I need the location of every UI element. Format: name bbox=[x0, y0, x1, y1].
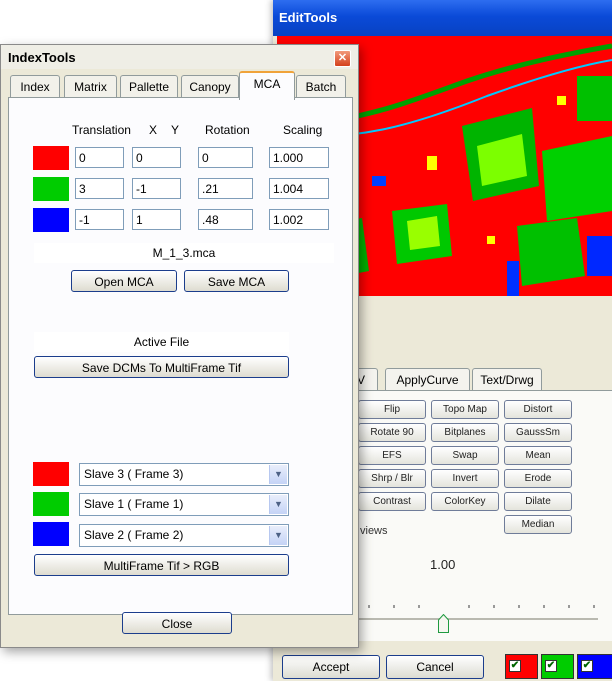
tab-matrix[interactable]: Matrix bbox=[64, 75, 117, 98]
tab-canopy[interactable]: Canopy bbox=[181, 75, 239, 98]
erode-button[interactable]: Erode bbox=[504, 469, 572, 488]
select-value: Slave 3 ( Frame 3) bbox=[84, 467, 184, 481]
checkmark-icon: ✔ bbox=[581, 660, 593, 672]
rotate-90-button[interactable]: Rotate 90 bbox=[358, 423, 426, 442]
blue-swatch bbox=[33, 208, 69, 232]
green-swatch bbox=[33, 492, 69, 516]
bitplanes-button[interactable]: Bitplanes bbox=[431, 423, 499, 442]
green-swatch bbox=[33, 177, 69, 201]
index-tools-window: IndexTools ✕ Index Matrix Pallette Canop… bbox=[0, 44, 359, 648]
median-button[interactable]: Median bbox=[504, 515, 572, 534]
topo-map-button[interactable]: Topo Map bbox=[431, 400, 499, 419]
tab-index[interactable]: Index bbox=[10, 75, 60, 98]
x-header: X bbox=[149, 123, 158, 137]
slider-tick bbox=[393, 605, 395, 608]
select-value: Slave 2 ( Frame 2) bbox=[84, 528, 184, 542]
slider-tick bbox=[543, 605, 545, 608]
open-mca-button[interactable]: Open MCA bbox=[71, 270, 177, 292]
scaling-header: Scaling bbox=[283, 123, 323, 137]
slider-tick bbox=[493, 605, 495, 608]
slider-tick bbox=[368, 605, 370, 608]
window-title: EditTools bbox=[279, 10, 338, 25]
chevron-down-icon[interactable]: ▼ bbox=[269, 526, 287, 545]
checkmark-icon: ✔ bbox=[545, 660, 557, 672]
rotation-input[interactable]: .48 bbox=[198, 209, 253, 230]
tab-mca[interactable]: MCA bbox=[239, 71, 295, 100]
multiframe-tif-rgb-button[interactable]: MultiFrame Tif > RGB bbox=[34, 554, 289, 576]
accept-button[interactable]: Accept bbox=[282, 655, 380, 679]
checkmark-icon: ✔ bbox=[509, 660, 521, 672]
value-readout: 1.00 bbox=[430, 557, 456, 572]
tab-batch[interactable]: Batch bbox=[296, 75, 346, 98]
index-tools-titlebar[interactable]: IndexTools ✕ bbox=[1, 45, 358, 69]
rotation-input[interactable]: 0 bbox=[198, 147, 253, 168]
scaling-input[interactable]: 1.002 bbox=[269, 209, 329, 230]
scaling-input[interactable]: 1.004 bbox=[269, 178, 329, 199]
slider-tick bbox=[593, 605, 595, 608]
dilate-button[interactable]: Dilate bbox=[504, 492, 572, 511]
blue-channel-toggle[interactable]: ✔ bbox=[577, 654, 612, 679]
red-swatch bbox=[33, 462, 69, 486]
red-swatch bbox=[33, 146, 69, 170]
slave-blue-select[interactable]: Slave 2 ( Frame 2) ▼ bbox=[79, 524, 289, 547]
gausssm-button[interactable]: GaussSm bbox=[504, 423, 572, 442]
green-channel-toggle[interactable]: ✔ bbox=[541, 654, 574, 679]
chevron-down-icon[interactable]: ▼ bbox=[269, 465, 287, 484]
shrp-blr-button[interactable]: Shrp / Blr bbox=[358, 469, 426, 488]
edit-tools-titlebar[interactable]: EditTools bbox=[273, 0, 612, 36]
scaling-input[interactable]: 1.000 bbox=[269, 147, 329, 168]
slave-red-select[interactable]: Slave 3 ( Frame 3) ▼ bbox=[79, 463, 289, 486]
flip-button[interactable]: Flip bbox=[358, 400, 426, 419]
rotation-input[interactable]: .21 bbox=[198, 178, 253, 199]
cancel-button[interactable]: Cancel bbox=[386, 655, 484, 679]
red-channel-toggle[interactable]: ✔ bbox=[505, 654, 538, 679]
tab-apply-curve[interactable]: ApplyCurve bbox=[385, 368, 470, 391]
blue-swatch bbox=[33, 522, 69, 546]
y-header: Y bbox=[171, 123, 180, 137]
tab-text-drwg[interactable]: Text/Drwg bbox=[472, 368, 542, 391]
colorkey-button[interactable]: ColorKey bbox=[431, 492, 499, 511]
slider-tick bbox=[568, 605, 570, 608]
slider-track[interactable] bbox=[358, 618, 598, 620]
contrast-button[interactable]: Contrast bbox=[358, 492, 426, 511]
mca-filename: M_1_3.mca bbox=[34, 243, 334, 263]
save-dcms-button[interactable]: Save DCMs To MultiFrame Tif bbox=[34, 356, 289, 378]
translation-x-input[interactable]: 3 bbox=[75, 178, 124, 199]
slider-tick bbox=[418, 605, 420, 608]
slider-tick bbox=[518, 605, 520, 608]
swap-button[interactable]: Swap bbox=[431, 446, 499, 465]
translation-x-input[interactable]: -1 bbox=[75, 209, 124, 230]
select-value: Slave 1 ( Frame 1) bbox=[84, 497, 184, 511]
invert-button[interactable]: Invert bbox=[431, 469, 499, 488]
translation-y-input[interactable]: -1 bbox=[132, 178, 181, 199]
chevron-down-icon[interactable]: ▼ bbox=[269, 495, 287, 514]
translation-x-input[interactable]: 0 bbox=[75, 147, 124, 168]
tab-pallette[interactable]: Pallette bbox=[120, 75, 178, 98]
slider-thumb[interactable] bbox=[438, 614, 449, 633]
close-button[interactable]: Close bbox=[122, 612, 232, 634]
active-file-label: Active File bbox=[34, 332, 289, 352]
efs-button[interactable]: EFS bbox=[358, 446, 426, 465]
save-mca-button[interactable]: Save MCA bbox=[184, 270, 289, 292]
slave-green-select[interactable]: Slave 1 ( Frame 1) ▼ bbox=[79, 493, 289, 516]
mean-button[interactable]: Mean bbox=[504, 446, 572, 465]
window-title: IndexTools bbox=[8, 50, 76, 65]
rotation-header: Rotation bbox=[205, 123, 250, 137]
slider-tick bbox=[468, 605, 470, 608]
close-icon[interactable]: ✕ bbox=[334, 50, 351, 67]
translation-y-input[interactable]: 0 bbox=[132, 147, 181, 168]
distort-button[interactable]: Distort bbox=[504, 400, 572, 419]
views-label: views bbox=[360, 525, 388, 537]
translation-header: Translation bbox=[72, 123, 131, 137]
translation-y-input[interactable]: 1 bbox=[132, 209, 181, 230]
